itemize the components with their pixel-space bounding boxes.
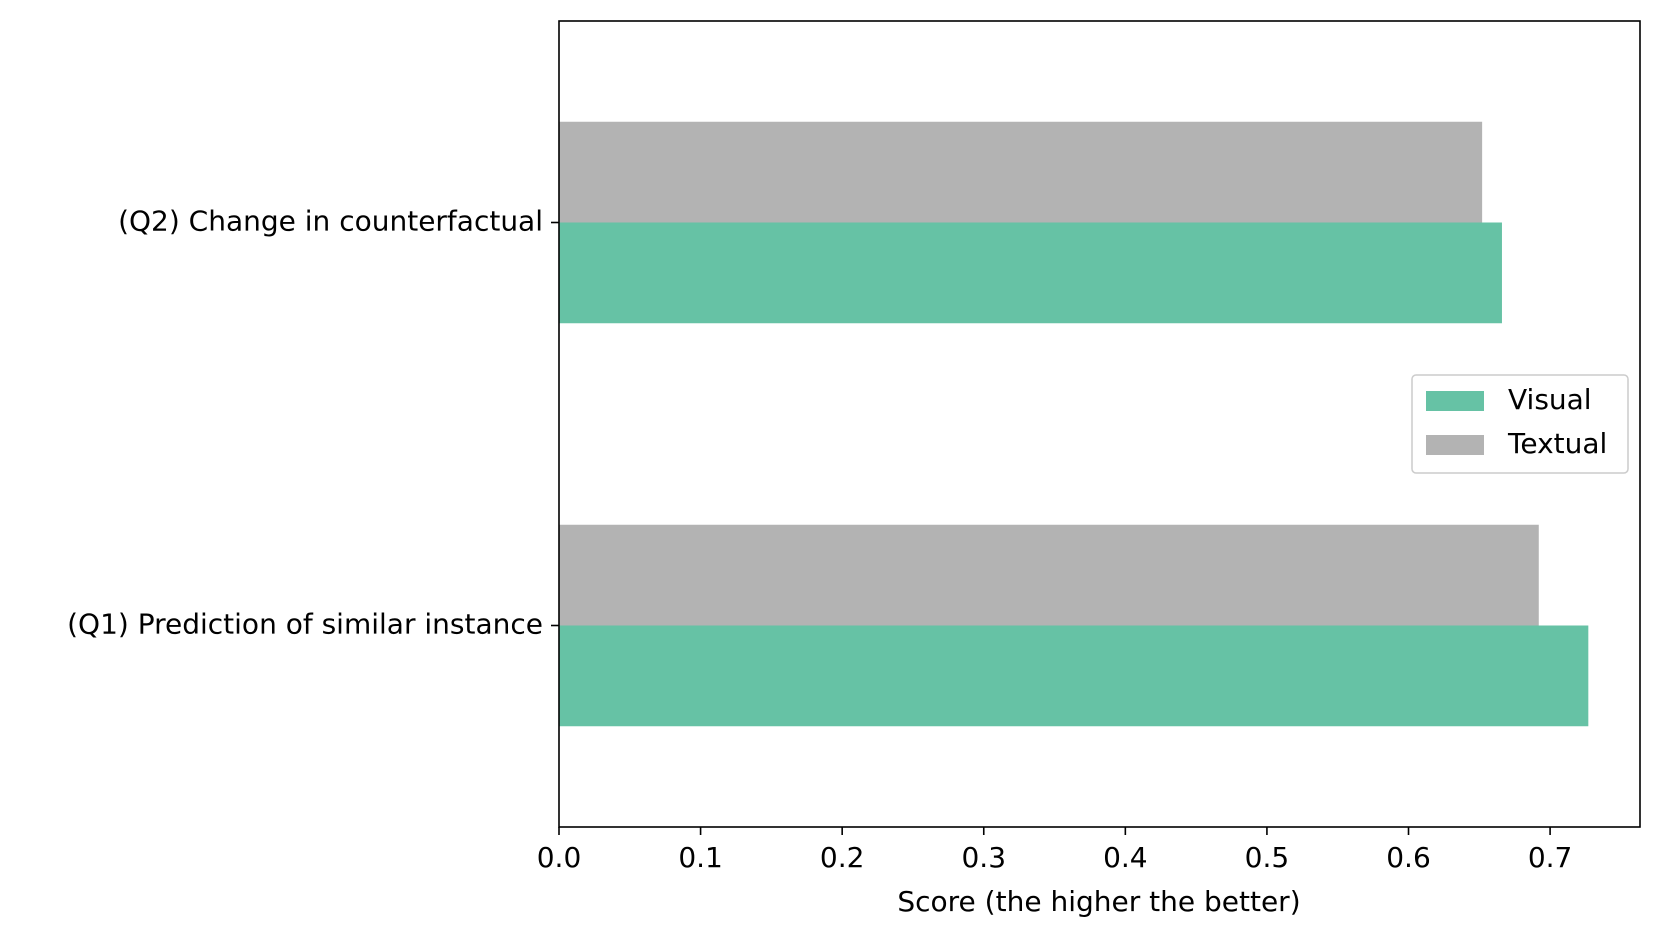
x-tick-label: 0.2 bbox=[820, 841, 865, 874]
x-tick-label: 0.1 bbox=[678, 841, 723, 874]
legend-label: Visual bbox=[1508, 383, 1592, 416]
x-tick-label: 0.5 bbox=[1245, 841, 1290, 874]
x-tick-label: 0.4 bbox=[1103, 841, 1148, 874]
legend-swatch bbox=[1426, 391, 1484, 411]
x-tick-label: 0.3 bbox=[961, 841, 1006, 874]
x-axis-label: Score (the higher the better) bbox=[897, 885, 1300, 918]
bar bbox=[559, 625, 1589, 727]
y-tick-label: (Q1) Prediction of similar instance bbox=[67, 608, 543, 641]
bar bbox=[559, 121, 1483, 223]
bar bbox=[559, 222, 1502, 324]
legend-swatch bbox=[1426, 435, 1484, 455]
x-tick-label: 0.0 bbox=[537, 841, 582, 874]
x-tick-label: 0.7 bbox=[1528, 841, 1573, 874]
y-tick-label: (Q2) Change in counterfactual bbox=[118, 205, 543, 238]
legend-label: Textual bbox=[1507, 427, 1607, 460]
x-tick-label: 0.6 bbox=[1386, 841, 1431, 874]
axes-frame bbox=[558, 20, 1641, 828]
bar bbox=[559, 524, 1539, 626]
